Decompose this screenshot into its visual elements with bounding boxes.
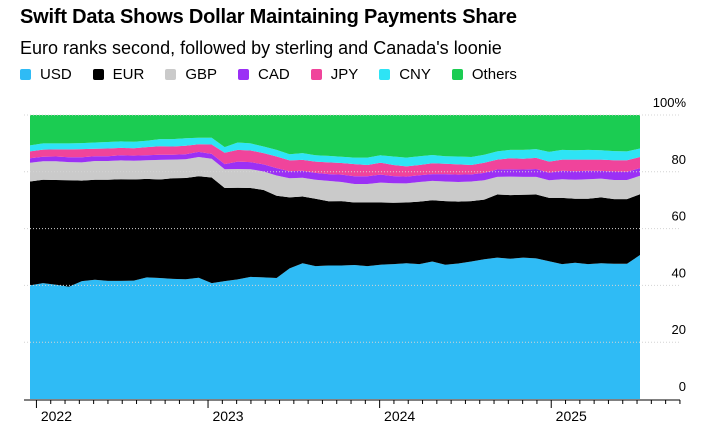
legend-label: USD bbox=[40, 66, 72, 83]
legend-label: CNY bbox=[399, 66, 431, 83]
legend-label: JPY bbox=[330, 66, 359, 83]
chart-subtitle: Euro ranks second, followed by sterling … bbox=[20, 38, 502, 58]
x-tick-label: 2025 bbox=[556, 408, 587, 424]
legend-swatch bbox=[92, 69, 104, 80]
x-tick-label: 2024 bbox=[384, 408, 415, 424]
legend-swatch bbox=[310, 69, 322, 80]
legend-item-cny: CNY bbox=[379, 66, 431, 83]
x-tick-label: 2023 bbox=[212, 408, 243, 424]
legend-label: GBP bbox=[185, 66, 218, 83]
legend-item-usd: USD bbox=[20, 66, 72, 83]
area-eur bbox=[30, 176, 640, 287]
y-tick-label: 60 bbox=[672, 209, 686, 224]
legend-label: EUR bbox=[112, 66, 145, 83]
y-tick-label: 100% bbox=[653, 95, 687, 110]
legend-swatch bbox=[238, 69, 250, 80]
gridlines bbox=[24, 114, 680, 343]
y-tick-label: 0 bbox=[679, 379, 686, 394]
area-series-group bbox=[30, 115, 640, 399]
area-others bbox=[30, 115, 640, 158]
area-gbp bbox=[30, 157, 640, 203]
legend-item-eur: EUR bbox=[92, 66, 145, 83]
chart-title: Swift Data Shows Dollar Maintaining Paym… bbox=[20, 6, 517, 28]
x-axis-ticks: 2022 2023 2024 2025 bbox=[35, 400, 681, 424]
y-tick-label: 80 bbox=[672, 152, 686, 167]
y-axis-labels: 0 20 40 60 80 100% bbox=[653, 95, 687, 394]
area-cny bbox=[30, 137, 640, 167]
legend-swatch bbox=[451, 69, 463, 80]
legend-label: Others bbox=[471, 66, 517, 83]
y-tick-label: 20 bbox=[672, 322, 686, 337]
legend-item-others: Others bbox=[451, 66, 517, 83]
y-tick-label: 40 bbox=[672, 265, 686, 280]
legend-swatch bbox=[165, 69, 177, 80]
legend-swatch bbox=[379, 69, 391, 80]
area-cad bbox=[30, 151, 640, 184]
legend-item-jpy: JPY bbox=[310, 66, 359, 83]
x-tick-label: 2022 bbox=[41, 408, 72, 424]
legend-label: CAD bbox=[258, 66, 290, 83]
legend: USD EUR GBP CAD JPY CNY Others bbox=[20, 66, 538, 83]
legend-swatch bbox=[20, 69, 31, 80]
legend-item-gbp: GBP bbox=[165, 66, 217, 83]
area-jpy bbox=[30, 144, 640, 177]
legend-item-cad: CAD bbox=[238, 66, 290, 83]
area-usd bbox=[30, 255, 640, 399]
